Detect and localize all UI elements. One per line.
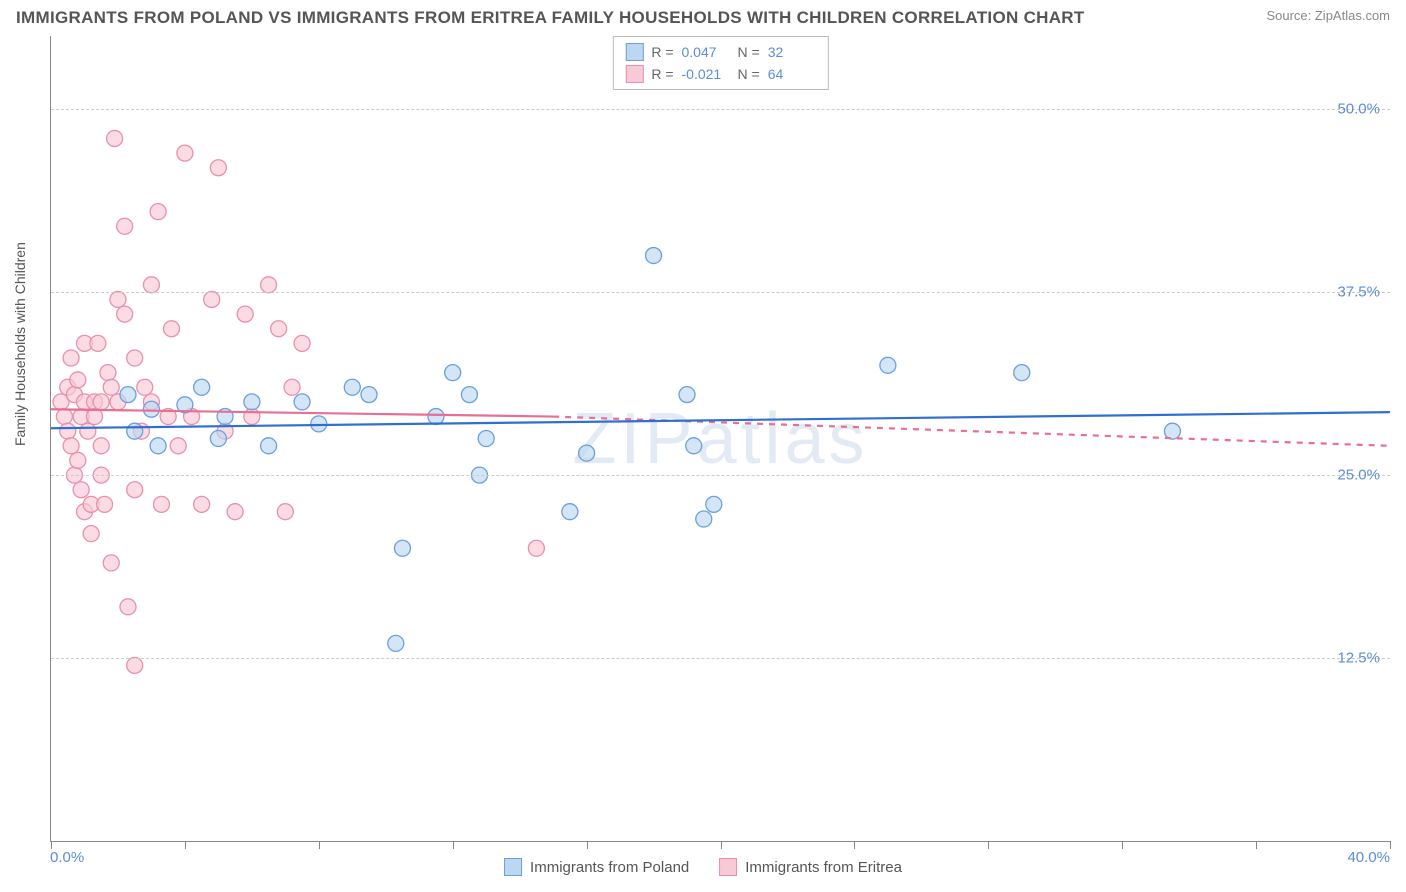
legend-label-poland: Immigrants from Poland (530, 859, 689, 876)
chart-title: IMMIGRANTS FROM POLAND VS IMMIGRANTS FRO… (16, 8, 1085, 28)
r-value-poland: 0.047 (682, 44, 730, 60)
series-legend: Immigrants from Poland Immigrants from E… (504, 858, 902, 876)
scatter-plot-svg (51, 36, 1390, 841)
r-label: R = (651, 44, 673, 60)
n-value-eritrea: 64 (768, 66, 816, 82)
legend-row-eritrea: R = -0.021 N = 64 (625, 63, 815, 85)
chart-plot-area: ZIPatlas R = 0.047 N = 32 R = -0.021 N =… (50, 36, 1390, 842)
legend-label-eritrea: Immigrants from Eritrea (745, 859, 902, 876)
legend-item-eritrea: Immigrants from Eritrea (719, 858, 902, 876)
legend-swatch-eritrea-icon (719, 858, 737, 876)
y-tick-label: 50.0% (1337, 101, 1380, 118)
r-label: R = (651, 66, 673, 82)
n-label: N = (738, 44, 760, 60)
legend-item-poland: Immigrants from Poland (504, 858, 689, 876)
n-label: N = (738, 66, 760, 82)
y-tick-label: 37.5% (1337, 284, 1380, 301)
legend-row-poland: R = 0.047 N = 32 (625, 41, 815, 63)
legend-swatch-poland-icon (504, 858, 522, 876)
y-axis-label: Family Households with Children (12, 242, 28, 446)
n-value-poland: 32 (768, 44, 816, 60)
legend-swatch-poland (625, 43, 643, 61)
y-tick-label: 25.0% (1337, 467, 1380, 484)
source-attribution: Source: ZipAtlas.com (1266, 8, 1390, 23)
y-tick-label: 12.5% (1337, 650, 1380, 667)
legend-swatch-eritrea (625, 65, 643, 83)
x-tick-max: 40.0% (1347, 849, 1390, 866)
correlation-legend: R = 0.047 N = 32 R = -0.021 N = 64 (612, 36, 828, 90)
r-value-eritrea: -0.021 (682, 66, 730, 82)
x-tick-min: 0.0% (50, 849, 84, 866)
